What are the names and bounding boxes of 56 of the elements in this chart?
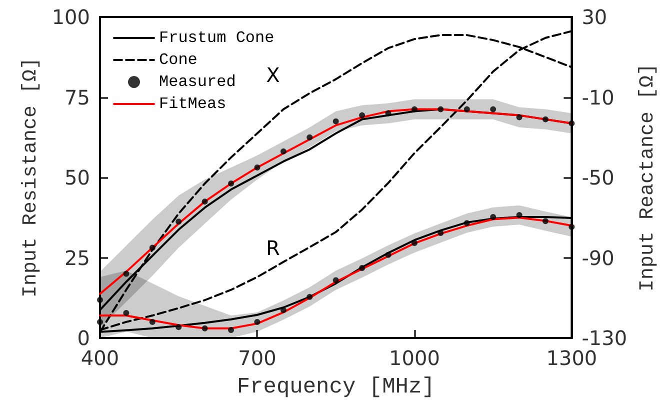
legend-label: Measured xyxy=(159,73,236,91)
point xyxy=(123,270,130,277)
annotation: X xyxy=(266,62,280,87)
point xyxy=(438,106,444,112)
legend-label: FitMeas xyxy=(159,95,226,113)
point xyxy=(568,224,575,230)
y2-tick-label: -90 xyxy=(582,246,614,270)
point xyxy=(280,148,286,154)
point xyxy=(280,307,286,314)
point xyxy=(542,218,549,224)
point xyxy=(516,114,522,120)
point xyxy=(490,106,496,112)
point xyxy=(202,325,208,332)
x-tick-label: 700 xyxy=(238,346,276,370)
point xyxy=(490,214,496,220)
y2-tick-label: -50 xyxy=(582,166,614,190)
point xyxy=(438,230,444,236)
y2-tick-label: 30 xyxy=(582,5,608,29)
y-tick-label: 25 xyxy=(64,246,90,270)
y2-tick-label: -10 xyxy=(582,85,614,110)
point xyxy=(516,212,522,218)
point xyxy=(359,112,366,118)
x-tick-label: 1000 xyxy=(389,346,440,370)
point xyxy=(228,180,234,187)
point xyxy=(568,120,575,126)
point xyxy=(97,318,103,325)
point xyxy=(123,310,130,316)
point xyxy=(202,198,208,205)
point xyxy=(149,318,156,325)
annotation: R xyxy=(266,236,280,260)
point xyxy=(306,294,313,300)
point xyxy=(149,244,156,251)
y2-axis-title: Input Reactance [Ω] xyxy=(636,63,660,292)
point xyxy=(464,220,470,226)
point xyxy=(97,296,103,303)
point xyxy=(411,106,418,112)
point xyxy=(542,116,549,122)
y-axis-title: Input Resistance [Ω] xyxy=(19,57,42,298)
point xyxy=(254,318,260,325)
point xyxy=(176,324,182,330)
point xyxy=(254,164,260,170)
y-tick-label: 100 xyxy=(52,5,90,29)
point xyxy=(464,106,470,112)
x-axis-title: Frequency [MHz] xyxy=(236,374,435,400)
point xyxy=(359,265,366,272)
point xyxy=(176,218,182,225)
point xyxy=(306,134,313,140)
y-tick-label: 50 xyxy=(64,166,90,190)
legend-label: Frustum Cone xyxy=(159,29,274,47)
point xyxy=(385,252,392,258)
point xyxy=(385,110,392,116)
point xyxy=(332,118,339,124)
point xyxy=(332,277,339,284)
y-tick-label: 75 xyxy=(64,85,90,110)
legend-label: Cone xyxy=(159,51,198,69)
point xyxy=(228,326,234,333)
